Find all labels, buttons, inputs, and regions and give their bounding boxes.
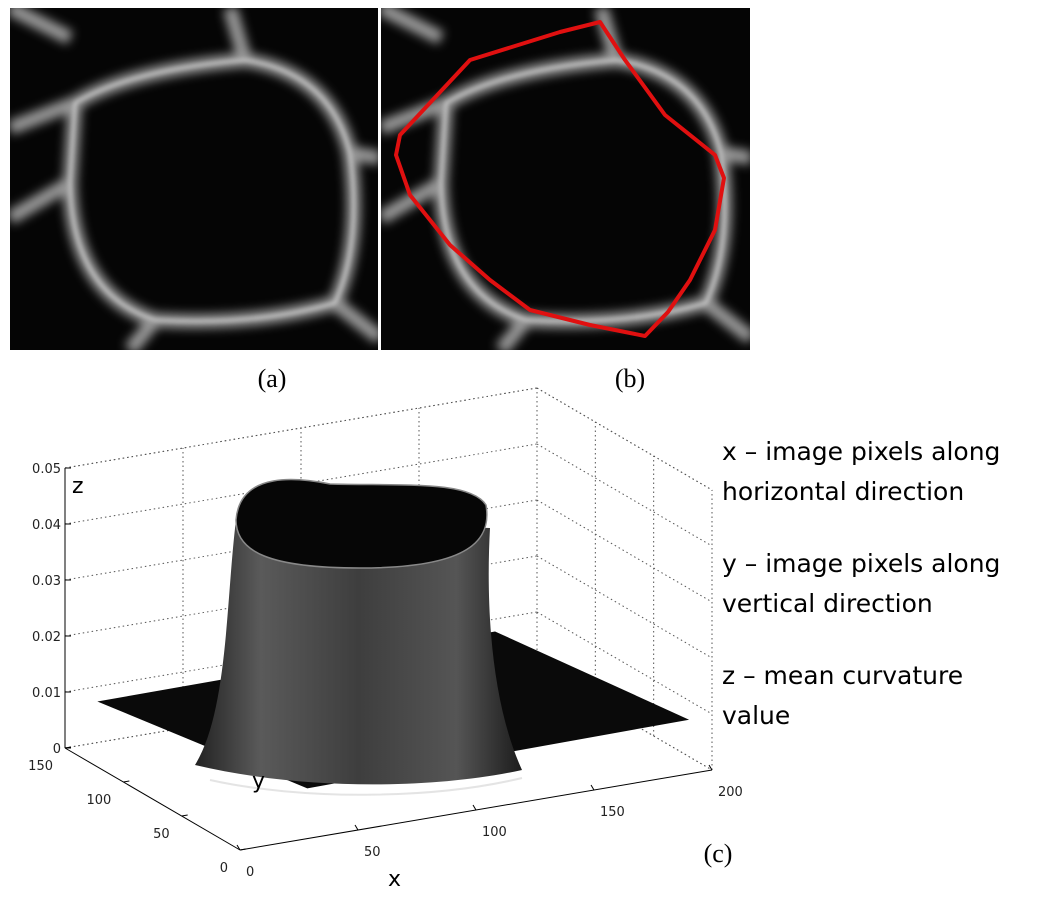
panel-label: (a) [258, 364, 287, 393]
y-tick-label: 50 [153, 827, 170, 842]
z-tick-label: 0.03 [32, 574, 61, 589]
legend-text: z – mean curvature [722, 661, 963, 690]
legend-text: horizontal direction [722, 477, 964, 506]
tick-mark [473, 805, 476, 810]
tick-mark [709, 765, 712, 770]
x-tick-label: 200 [718, 785, 743, 800]
x-tick-label: 50 [364, 845, 381, 860]
axis-label: z [72, 474, 84, 499]
grid-line [537, 444, 712, 546]
axis-label: x [388, 867, 401, 892]
legend: x – image pixels along horizontal directi… [722, 437, 1000, 730]
z-tick-label: 0 [53, 742, 61, 757]
y-tick-label: 100 [87, 793, 112, 808]
tick-mark [123, 781, 129, 782]
tick-mark [182, 815, 188, 816]
legend-text: value [722, 701, 790, 730]
z-tick-label: 0.01 [32, 686, 61, 701]
tick-mark [355, 825, 358, 830]
legend-text: x – image pixels along [722, 437, 1000, 466]
x-tick-label: 100 [482, 825, 507, 840]
x-tick-label: 0 [246, 865, 254, 880]
surface-top [236, 480, 487, 568]
x-tick-label: 150 [600, 805, 625, 820]
grid-line [537, 500, 712, 602]
panel-label: (c) [704, 839, 733, 868]
grid-line [537, 556, 712, 658]
micrograph-a [10, 8, 380, 350]
y-tick-label: 150 [28, 759, 53, 774]
z-tick-label: 0.05 [32, 462, 61, 477]
surface-plot: 00.010.020.030.040.050501001500501001502… [28, 388, 743, 880]
z-tick-label: 0.02 [32, 630, 61, 645]
y-tick-label: 0 [220, 861, 228, 876]
grid-line [537, 388, 712, 490]
tick-mark [591, 785, 594, 790]
panel-label: (b) [615, 364, 645, 393]
legend-text: vertical direction [722, 589, 933, 618]
page: (a) (b) (c) 0 0.01 0.02 0.03 0.04 0.05 0 50 100 1… [0, 0, 1037, 902]
axis-label: y [252, 769, 265, 794]
tick-mark [240, 849, 246, 850]
micrograph-b [381, 8, 751, 350]
figure: (a) (b) (c) 0 0.01 0.02 0.03 0.04 0.05 0 50 100 1… [0, 0, 1037, 902]
legend-text: y – image pixels along [722, 549, 1000, 578]
z-tick-label: 0.04 [32, 518, 61, 533]
